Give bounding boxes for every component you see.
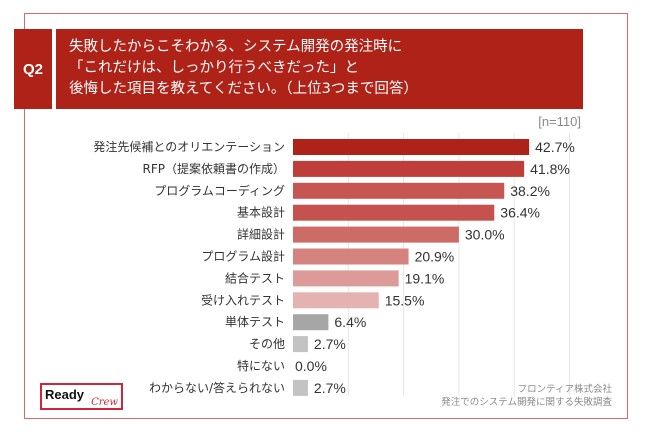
value-label: 2.7% — [314, 380, 346, 396]
source-survey: 発注でのシステム開発に関する失敗調査 — [441, 397, 612, 408]
question-number-badge: Q2 — [14, 29, 52, 109]
category-label: 詳細設計 — [237, 227, 285, 242]
category-label: 受け入れテスト — [201, 293, 285, 307]
logo-text-crew: Crew — [91, 397, 118, 408]
bar — [293, 292, 379, 309]
question-title-line-1: 失敗したからこそわかる、システム開発の発注時に — [69, 39, 403, 55]
bar — [293, 226, 459, 243]
bar — [293, 314, 329, 331]
value-label: 2.7% — [314, 336, 346, 352]
bar — [293, 270, 399, 287]
category-label: その他 — [249, 337, 285, 351]
readycrew-logo: Ready Crew — [40, 383, 123, 410]
category-labels: 発注先候補とのオリエンテーション RFP（提案依頼書の作成） プログラムコーディング… — [93, 139, 285, 395]
logo-text-ready: Ready — [45, 387, 85, 402]
category-label: プログラム設計 — [201, 249, 285, 264]
bar — [293, 160, 525, 177]
question-title-line-2: 「これだけは、しっかり行うべきだった」と — [69, 60, 359, 76]
value-label: 15.5% — [385, 292, 425, 308]
bar — [293, 336, 308, 353]
category-label: プログラムコーディング — [154, 183, 285, 198]
question-title-line-3: 後悔した項目を教えてください。（上位3つまで回答） — [69, 81, 418, 97]
value-label: 19.1% — [405, 270, 445, 286]
category-label: 単体テスト — [225, 315, 285, 329]
category-label: 特にない — [237, 358, 285, 373]
bar — [293, 204, 495, 221]
category-label: わからない/答えられない — [149, 380, 285, 395]
value-label: 6.4% — [334, 314, 366, 330]
source-note: フロンティア株式会社 発注でのシステム開発に関する失敗調査 — [441, 383, 612, 409]
category-label: 結合テスト — [225, 270, 285, 285]
category-label: RFP（提案依頼書の作成） — [143, 161, 285, 176]
sample-size-label: [n=110] — [538, 114, 581, 129]
bar — [293, 182, 505, 199]
source-company: フロンティア株式会社 — [517, 384, 612, 395]
value-label: 36.4% — [500, 205, 540, 221]
value-label: 38.2% — [510, 183, 550, 199]
question-title-box: 失敗したからこそわかる、システム開発の発注時に 「これだけは、しっかり行うべきだ… — [56, 29, 583, 109]
category-label: 基本設計 — [237, 205, 285, 220]
category-label: 発注先候補とのオリエンテーション — [93, 139, 285, 154]
value-label: 30.0% — [465, 227, 505, 243]
value-label: 0.0% — [295, 358, 327, 374]
bar — [293, 139, 530, 155]
question-number: Q2 — [22, 60, 43, 78]
chart-frame — [24, 13, 628, 419]
bar — [293, 379, 308, 396]
value-label: 42.7% — [535, 139, 575, 155]
value-label: 41.8% — [530, 161, 570, 177]
value-labels: 42.7% 41.8% 38.2% 36.4% 30.0% 20.9% 19.1% 15.5%… — [295, 139, 575, 396]
bars — [293, 139, 530, 396]
bar — [293, 248, 409, 265]
value-label: 20.9% — [415, 249, 455, 265]
